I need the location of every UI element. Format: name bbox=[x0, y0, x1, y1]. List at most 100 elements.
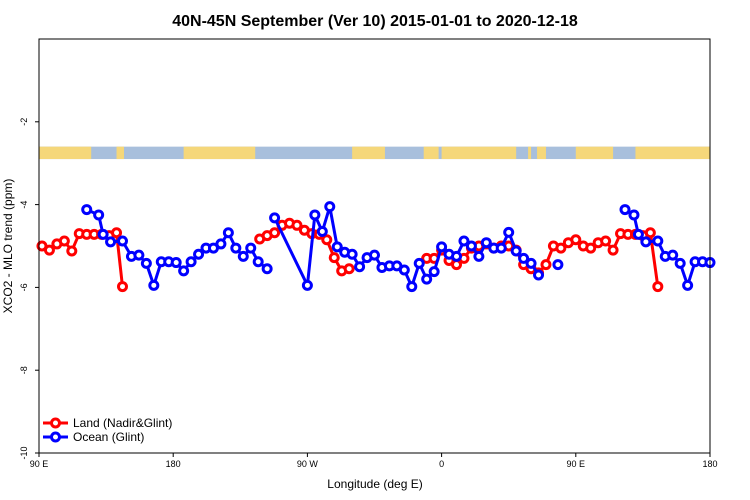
ocean-data-point bbox=[245, 242, 257, 254]
land-data-point bbox=[321, 234, 333, 246]
x-tick-label: 180 bbox=[702, 459, 717, 469]
y-tick-label: -4 bbox=[19, 201, 29, 209]
land-band-segment bbox=[528, 146, 532, 160]
land-data-point bbox=[555, 242, 567, 254]
land-band-segment bbox=[39, 146, 92, 160]
ocean-data-point bbox=[324, 201, 336, 213]
ocean-data-point bbox=[436, 241, 448, 253]
ocean-data-point bbox=[97, 228, 109, 240]
land-band-segment bbox=[116, 146, 124, 160]
land-data-point bbox=[600, 235, 612, 247]
land-band-segment bbox=[183, 146, 256, 160]
x-tick-label: 90 W bbox=[297, 459, 319, 469]
land-band-segment bbox=[352, 146, 385, 160]
y-axis-label: XCO2 - MLO trend (ppm) bbox=[1, 179, 15, 314]
land-data-point bbox=[328, 252, 340, 264]
y-tick-label: -10 bbox=[19, 446, 29, 459]
y-tick-label: -6 bbox=[19, 283, 29, 291]
ocean-data-point bbox=[458, 235, 470, 247]
ocean-data-point bbox=[222, 227, 234, 239]
ocean-data-point bbox=[525, 257, 537, 269]
ocean-data-point bbox=[309, 209, 321, 221]
ocean-data-point bbox=[301, 279, 313, 291]
ocean-data-point bbox=[193, 248, 205, 260]
land-data-point bbox=[66, 245, 78, 257]
ocean-data-point bbox=[640, 236, 652, 248]
x-tick-label: 180 bbox=[166, 459, 181, 469]
ocean-data-point bbox=[413, 257, 425, 269]
land-data-point bbox=[291, 219, 303, 231]
land-data-point bbox=[652, 281, 664, 293]
ocean-data-point bbox=[178, 265, 190, 277]
ocean-data-point bbox=[261, 263, 273, 275]
x-axis-label: Longitude (deg E) bbox=[327, 477, 422, 491]
land-data-point bbox=[269, 227, 281, 239]
land-data-point bbox=[117, 281, 129, 293]
ocean-data-point bbox=[133, 249, 145, 261]
legend-label-ocean: Ocean (Glint) bbox=[73, 430, 144, 444]
series-layer bbox=[36, 201, 716, 293]
ocean-data-point bbox=[495, 242, 507, 254]
ocean-data-point bbox=[682, 279, 694, 291]
ocean-data-point bbox=[619, 204, 631, 216]
land-data-point bbox=[585, 242, 597, 254]
ocean-data-point bbox=[346, 248, 358, 260]
land-band-segment bbox=[575, 146, 614, 160]
ocean-data-point bbox=[331, 241, 343, 253]
ocean-data-point bbox=[674, 257, 686, 269]
ocean-data-point bbox=[652, 235, 664, 247]
ocean-data-point bbox=[185, 256, 197, 268]
legend-marker-ocean bbox=[50, 431, 61, 443]
x-tick-label: 90 E bbox=[30, 459, 49, 469]
x-tick-label: 0 bbox=[439, 459, 444, 469]
ocean-data-point bbox=[421, 273, 433, 285]
ocean-data-point bbox=[510, 245, 522, 257]
y-axis: -2 -4 -6 -8 -10 bbox=[19, 118, 39, 460]
x-axis: 90 E 180 90 W 0 90 E 180 bbox=[30, 453, 718, 469]
ocean-data-point bbox=[628, 209, 640, 221]
ocean-data-point bbox=[170, 257, 182, 269]
ocean-data-point bbox=[81, 204, 93, 216]
legend-label-land: Land (Nadir&Glint) bbox=[73, 416, 172, 430]
ocean-data-point bbox=[316, 226, 328, 238]
ocean-data-point bbox=[667, 249, 679, 261]
land-data-point bbox=[343, 263, 355, 275]
ocean-data-point bbox=[117, 235, 129, 247]
ocean-data-point bbox=[503, 226, 515, 238]
ocean-data-point bbox=[140, 257, 152, 269]
land-data-point bbox=[58, 235, 70, 247]
ocean-data-point bbox=[428, 266, 440, 278]
ocean-data-point bbox=[473, 250, 485, 262]
ocean-data-point bbox=[148, 279, 160, 291]
land-data-point bbox=[570, 234, 582, 246]
land-data-point bbox=[540, 259, 552, 271]
plot-frame bbox=[38, 38, 711, 454]
x-tick-label: 90 E bbox=[567, 459, 586, 469]
ocean-data-point bbox=[480, 237, 492, 249]
ocean-data-point bbox=[354, 261, 366, 273]
land-band-segment bbox=[423, 146, 439, 160]
ocean-data-point bbox=[518, 252, 530, 264]
ocean-series-line bbox=[624, 208, 711, 287]
ocean-data-point bbox=[237, 250, 249, 262]
chart-title: 40N-45N September (Ver 10) 2015-01-01 to… bbox=[172, 13, 578, 30]
ocean-data-point bbox=[369, 249, 380, 261]
land-data-point bbox=[644, 227, 656, 239]
y-tick-label: -2 bbox=[19, 118, 29, 126]
ocean-data-point bbox=[465, 240, 477, 252]
land-mask-strip bbox=[39, 146, 710, 160]
legend-marker-land bbox=[50, 417, 61, 429]
ocean-data-point bbox=[406, 281, 418, 293]
y-tick-label: -8 bbox=[19, 366, 29, 374]
ocean-data-point bbox=[451, 250, 463, 262]
land-band-segment bbox=[441, 146, 517, 160]
ocean-data-point bbox=[105, 236, 117, 248]
land-band-segment bbox=[537, 146, 546, 160]
land-data-point bbox=[607, 244, 619, 256]
land-data-point bbox=[43, 244, 55, 256]
ocean-data-point bbox=[398, 264, 410, 276]
ocean-data-point bbox=[552, 259, 564, 271]
ocean-data-point bbox=[215, 238, 227, 250]
ocean-data-point bbox=[533, 269, 545, 281]
